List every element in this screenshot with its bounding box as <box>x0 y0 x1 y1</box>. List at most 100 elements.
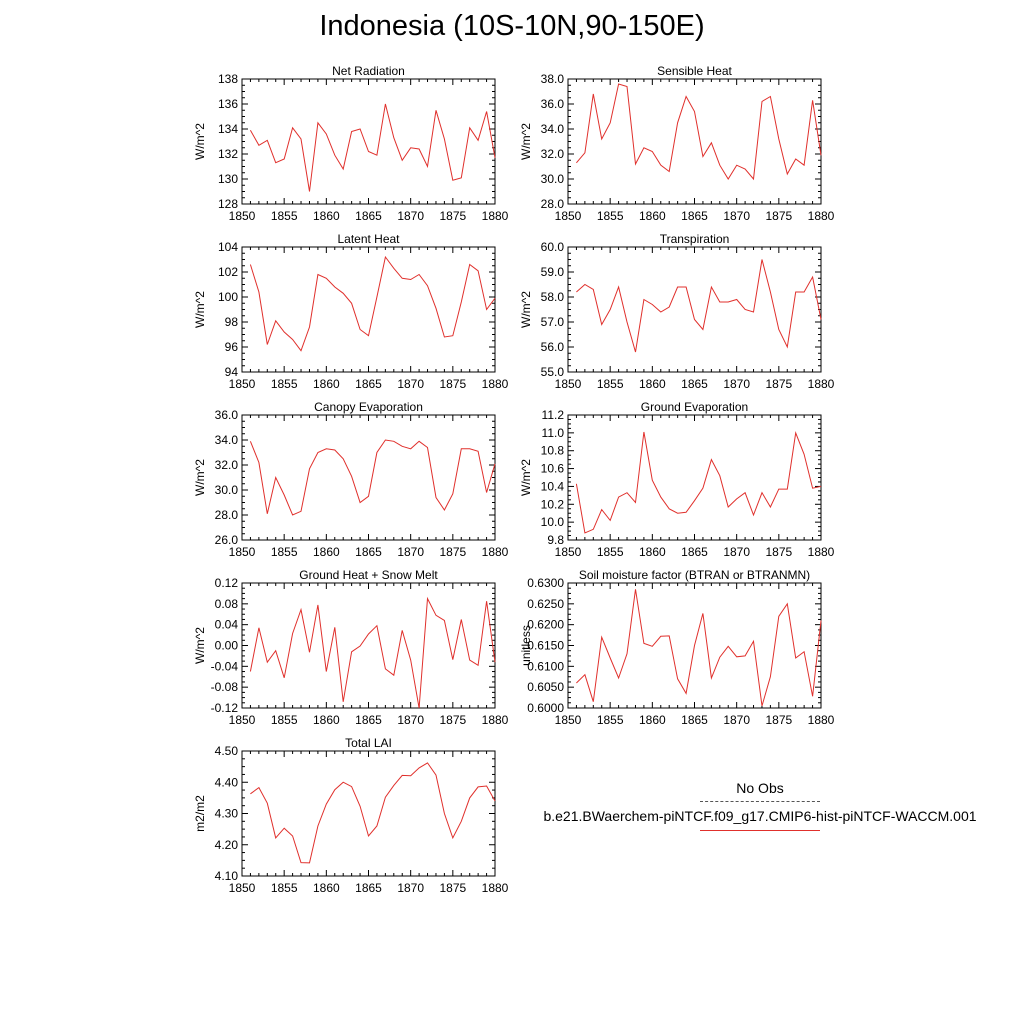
net-radiation-xtick-label: 1875 <box>439 209 466 223</box>
canopy-evaporation-ytick-label: 30.0 <box>215 483 239 497</box>
chart-total-lai: Total LAI m2/m2 4.10 4.20 4.30 4.40 4.50 1850 18… <box>193 736 509 895</box>
latent-heat-ytick-label: 100 <box>218 290 238 304</box>
ground-heat-snow-melt-xtick-label: 1865 <box>355 713 382 727</box>
net-radiation-xtick-label: 1870 <box>397 209 424 223</box>
ground-heat-snow-melt-xtick-label: 1860 <box>313 713 340 727</box>
net-radiation-ytick-label: 136 <box>218 97 238 111</box>
latent-heat-ytick-label: 102 <box>218 265 238 279</box>
soil-moisture-factor-btran-or-btranmn-ytick-label: 0.6250 <box>527 597 564 611</box>
sensible-heat-ytick-label: 32.0 <box>541 147 565 161</box>
ground-heat-snow-melt-ytick-label: 0.12 <box>215 576 239 590</box>
canopy-evaporation-xtick-label: 1870 <box>397 545 424 559</box>
soil-moisture-factor-btran-or-btranmn-ytick-label: 0.6000 <box>527 701 564 715</box>
ground-heat-snow-melt-xtick-label: 1870 <box>397 713 424 727</box>
latent-heat-xtick-label: 1855 <box>271 377 298 391</box>
ground-evaporation-ytick-label: 11.0 <box>542 426 565 440</box>
canopy-evaporation-frame <box>241 414 496 541</box>
ground-heat-snow-melt-xtick-label: 1855 <box>271 713 298 727</box>
canopy-evaporation-ylabel: W/m^2 <box>193 459 207 496</box>
ground-evaporation-series-line <box>575 430 822 534</box>
latent-heat-xtick-label: 1870 <box>397 377 424 391</box>
canopy-evaporation-series-line <box>249 439 496 516</box>
latent-heat-ytick-label: 94 <box>225 365 239 379</box>
ground-heat-snow-melt-ytick-label: 0.00 <box>215 639 239 653</box>
net-radiation-ytick-label: 138 <box>218 72 238 86</box>
ground-evaporation-ytick-label: 11.2 <box>542 408 565 422</box>
sensible-heat-xtick-label: 1860 <box>639 209 666 223</box>
transpiration-xtick-label: 1855 <box>597 377 624 391</box>
ground-heat-snow-melt-title: Ground Heat + Snow Melt <box>299 568 438 582</box>
chart-ground-evaporation: Ground Evaporation W/m^2 9.8 10.0 10.2 10.4 10… <box>519 400 835 559</box>
canopy-evaporation-ytick-label: 34.0 <box>215 433 239 447</box>
ground-heat-snow-melt-series-line <box>249 596 496 709</box>
transpiration-ytick-label: 55.0 <box>541 365 565 379</box>
canopy-evaporation-ytick-label: 26.0 <box>215 533 239 547</box>
soil-moisture-factor-btran-or-btranmn-title: Soil moisture factor (BTRAN or BTRANMN) <box>579 568 810 582</box>
sensible-heat-ylabel: W/m^2 <box>519 123 533 160</box>
transpiration-xtick-label: 1875 <box>765 377 792 391</box>
transpiration-ylabel: W/m^2 <box>519 291 533 328</box>
ground-evaporation-frame <box>567 414 822 541</box>
net-radiation-ylabel: W/m^2 <box>193 123 207 160</box>
net-radiation-ytick-label: 130 <box>218 172 238 186</box>
ground-heat-snow-melt-frame <box>241 582 496 709</box>
canopy-evaporation-ytick-label: 32.0 <box>215 458 239 472</box>
ground-evaporation-ytick-label: 10.4 <box>541 479 565 493</box>
sensible-heat-ytick-label: 30.0 <box>541 172 565 186</box>
sensible-heat-ytick-label: 34.0 <box>541 122 565 136</box>
total-lai-xtick-label: 1855 <box>271 881 298 895</box>
latent-heat-title: Latent Heat <box>337 232 400 246</box>
legend-model-label: b.e21.BWaerchem-piNTCF.f09_g17.CMIP6-his… <box>543 808 977 824</box>
soil-moisture-factor-btran-or-btranmn-xtick-label: 1850 <box>555 713 582 727</box>
total-lai-ytick-label: 4.40 <box>215 775 239 789</box>
ground-heat-snow-melt-xtick-label: 1880 <box>482 713 509 727</box>
transpiration-series-line <box>576 259 822 353</box>
net-radiation-xtick-label: 1855 <box>271 209 298 223</box>
canopy-evaporation-title: Canopy Evaporation <box>314 400 423 414</box>
chart-soil-moisture-factor-btran-or-btranmn: Soil moisture factor (BTRAN or BTRANMN) u… <box>519 568 835 727</box>
page-title: Indonesia (10S-10N,90-150E) <box>319 10 705 42</box>
soil-moisture-factor-btran-or-btranmn-xtick-label: 1870 <box>723 713 750 727</box>
transpiration-frame <box>567 246 822 373</box>
legend-obs-label: No Obs <box>736 780 784 796</box>
total-lai-xtick-label: 1865 <box>355 881 382 895</box>
transpiration-xtick-label: 1850 <box>555 377 582 391</box>
sensible-heat-xtick-label: 1865 <box>681 209 708 223</box>
transpiration-xtick-label: 1870 <box>723 377 750 391</box>
ground-heat-snow-melt-ytick-label: -0.08 <box>211 680 239 694</box>
chart-net-radiation: Net Radiation W/m^2 128 130 132 134 136 138 1850… <box>193 64 509 223</box>
legend-model-swatch <box>700 830 820 831</box>
ground-evaporation-ylabel: W/m^2 <box>519 459 533 496</box>
soil-moisture-factor-btran-or-btranmn-ytick-label: 0.6050 <box>527 680 564 694</box>
ground-heat-snow-melt-xtick-label: 1850 <box>229 713 256 727</box>
ground-heat-snow-melt-ytick-label: 0.04 <box>215 618 239 632</box>
sensible-heat-xtick-label: 1875 <box>765 209 792 223</box>
ground-heat-snow-melt-ytick-label: -0.04 <box>211 659 239 673</box>
latent-heat-xtick-label: 1865 <box>355 377 382 391</box>
ground-evaporation-xtick-label: 1855 <box>597 545 624 559</box>
ground-evaporation-xtick-label: 1880 <box>808 545 835 559</box>
total-lai-ytick-label: 4.10 <box>215 869 239 883</box>
ground-evaporation-ytick-label: 9.8 <box>547 533 564 547</box>
net-radiation-ytick-label: 134 <box>218 122 238 136</box>
ground-evaporation-xtick-label: 1875 <box>765 545 792 559</box>
sensible-heat-xtick-label: 1880 <box>808 209 835 223</box>
canopy-evaporation-xtick-label: 1850 <box>229 545 256 559</box>
latent-heat-ytick-label: 96 <box>225 340 239 354</box>
transpiration-ytick-label: 59.0 <box>541 265 565 279</box>
total-lai-ytick-label: 4.50 <box>215 744 239 758</box>
net-radiation-frame <box>241 78 496 205</box>
soil-moisture-factor-btran-or-btranmn-xtick-label: 1865 <box>681 713 708 727</box>
ground-evaporation-ytick-label: 10.6 <box>541 462 565 476</box>
ground-evaporation-xtick-label: 1850 <box>555 545 582 559</box>
total-lai-xtick-label: 1880 <box>482 881 509 895</box>
total-lai-ylabel: m2/m2 <box>193 795 207 832</box>
ground-evaporation-ytick-label: 10.8 <box>541 444 565 458</box>
latent-heat-frame <box>241 246 496 373</box>
transpiration-xtick-label: 1880 <box>808 377 835 391</box>
latent-heat-xtick-label: 1880 <box>482 377 509 391</box>
total-lai-xtick-label: 1875 <box>439 881 466 895</box>
transpiration-ytick-label: 57.0 <box>541 315 565 329</box>
sensible-heat-ytick-label: 38.0 <box>541 72 565 86</box>
